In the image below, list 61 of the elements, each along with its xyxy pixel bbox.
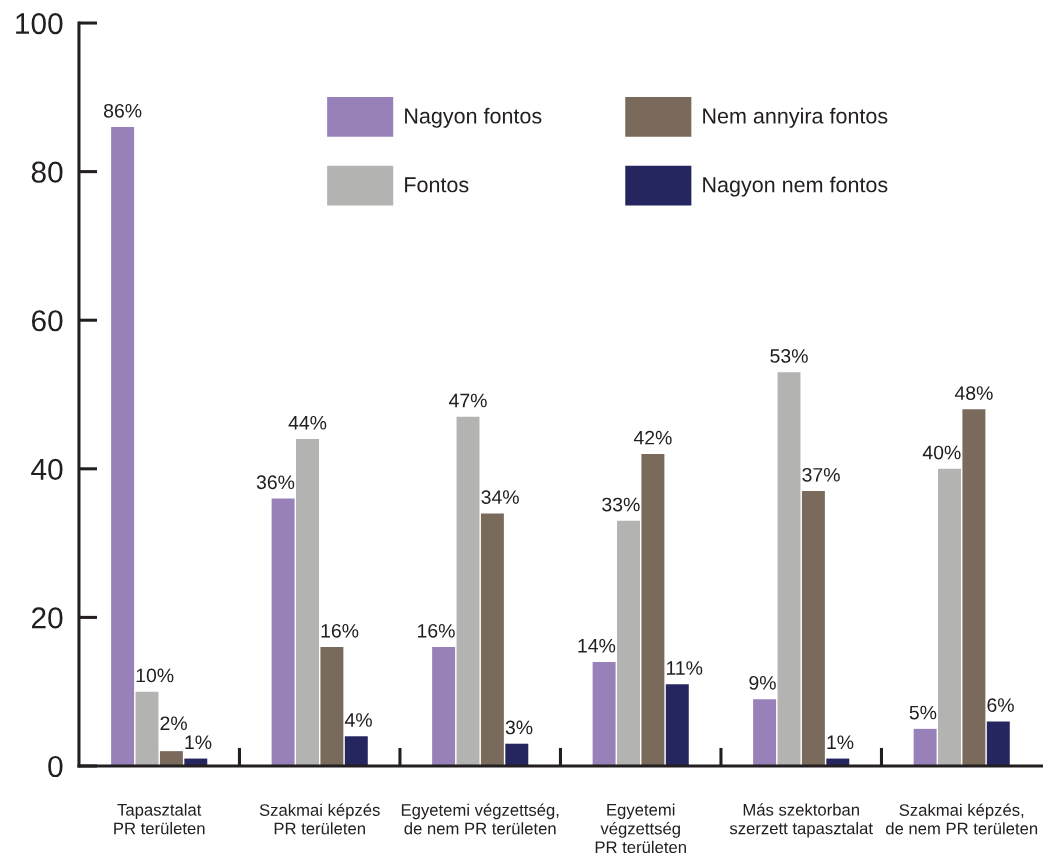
y-tick-label: 100 [16,13,63,35]
bar [480,513,504,766]
y-tick-label: 60 [31,310,63,332]
data-label: 14% [578,638,616,653]
legend-label: Fontos [405,177,469,193]
data-label: 36% [256,475,295,490]
y-tick-label: 40 [31,458,63,480]
data-label: 86% [104,103,142,118]
bar [617,520,640,766]
bar [777,372,801,766]
x-tick-label: Egyetemi végzettség, de nem PR területen [401,803,559,835]
legend-label: Nagyon nem fontos [703,176,888,197]
bar [135,691,159,766]
bar [665,684,689,766]
data-label: 6% [987,698,1014,713]
data-label: 2% [160,716,187,731]
bar [913,728,937,766]
data-label: 16% [417,623,455,638]
data-label: 44% [288,416,327,430]
x-tick-label: Más szektorban szerzett tapasztalat [729,803,873,838]
bar [505,743,529,766]
data-label: 5% [909,705,937,720]
bar [296,439,319,766]
x-tick-label: Tapasztalat PR területen [114,803,205,835]
bar [432,647,456,766]
data-label: 34% [481,490,519,504]
y-tick-label: 80 [31,161,63,183]
legend-label: Nem annyira fontos [703,107,888,128]
data-label: 16% [321,623,359,638]
data-label: 33% [602,497,640,512]
data-label: 53% [770,349,808,363]
bar [592,661,616,766]
data-label: 47% [449,393,487,408]
data-label: 37% [802,467,840,482]
bar [938,468,961,766]
bar [111,127,135,766]
data-label: 48% [954,386,993,400]
y-tick-label: 0 [48,755,63,778]
bar [344,736,368,766]
data-label: 4% [344,713,372,727]
y-tick-label: 20 [31,607,63,629]
x-tick-label: Szakmai képzés, de nem PR területen [885,803,1038,835]
bar [801,491,825,766]
bar [271,498,295,766]
bar [456,416,480,766]
bar [641,453,665,766]
data-label: 1% [827,735,854,750]
bar [986,721,1010,766]
bar [962,409,986,766]
data-label: 40% [922,445,961,460]
bar [320,647,344,766]
data-label: 1% [185,735,212,750]
data-label: 9% [749,675,776,690]
data-label: 10% [136,668,174,683]
x-tick-label: Egyetemi végzettség PR területen [595,803,686,853]
bar [753,699,777,766]
data-label: 11% [666,661,703,675]
data-label: 3% [505,720,533,735]
legend-label: Nagyon fontos [405,107,542,128]
x-tick-label: Szakmai képzés PR területen [259,803,380,835]
data-label: 42% [633,430,672,445]
